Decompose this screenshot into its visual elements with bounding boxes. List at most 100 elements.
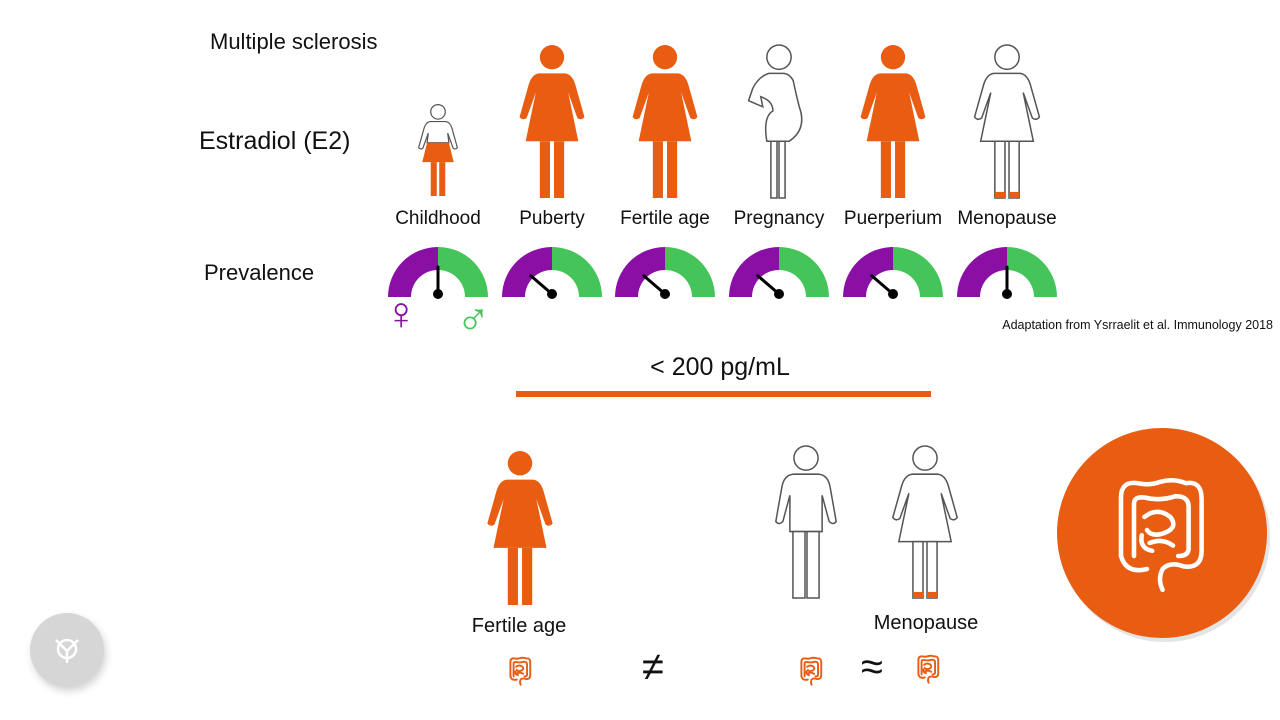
menopause-label: Menopause (873, 612, 979, 634)
figure-childhood (417, 104, 459, 196)
intestine-icon (509, 656, 532, 686)
prevalence-gauge (388, 247, 488, 299)
small-intestine (1139, 509, 1176, 554)
leg (439, 162, 446, 196)
colon-inner (1131, 493, 1191, 559)
foot (912, 591, 923, 598)
figure-pregnancy (747, 44, 803, 199)
figure-man (775, 445, 837, 599)
stage-label: Fertile age (620, 208, 710, 229)
right-leg (1008, 140, 1020, 199)
right-leg (806, 530, 820, 599)
right-leg (895, 141, 906, 198)
head (507, 451, 533, 476)
right-leg (926, 540, 938, 599)
left-leg (652, 141, 663, 198)
skirt (422, 142, 454, 163)
fertile-age-label: Fertile age (471, 615, 567, 637)
gauge-pivot (547, 289, 557, 299)
prevalence-gauge (957, 247, 1057, 299)
estradiol-label: Estradiol (E2) (199, 127, 351, 155)
stage-label: Pregnancy (733, 208, 825, 229)
male-symbol: ♂ (456, 293, 491, 345)
foot (927, 591, 938, 598)
colon (917, 654, 940, 684)
gauge-male-arc (552, 247, 602, 297)
colon-inner (920, 658, 937, 676)
gauge-female-arc (729, 247, 779, 297)
right-leg (554, 141, 565, 198)
figure-puberty (519, 45, 585, 198)
not-equal-sign: ≠ (642, 645, 664, 689)
left-leg (792, 530, 806, 599)
leg (778, 140, 786, 199)
gauge-male-arc (893, 247, 943, 297)
gauge-female-arc (615, 247, 665, 297)
dress (487, 479, 553, 548)
dress (891, 473, 959, 543)
left-leg (539, 141, 550, 198)
colon (800, 656, 823, 686)
leg (430, 162, 437, 196)
logo-button[interactable] (30, 613, 104, 687)
gauge-female-arc (957, 247, 1007, 297)
dress (519, 73, 585, 142)
torso (775, 473, 837, 533)
left-leg (880, 141, 891, 198)
right-leg (667, 141, 678, 198)
head (912, 445, 938, 471)
colon (1118, 477, 1204, 593)
right-leg (522, 547, 533, 605)
left-leg (912, 540, 924, 599)
colon (509, 656, 532, 686)
stage-label: Menopause (957, 208, 1057, 229)
pregnant-body (747, 72, 803, 143)
figure-menopause (891, 445, 959, 599)
small-intestine (922, 662, 933, 675)
prevalence-gauge (729, 247, 829, 299)
gauge-pivot (888, 289, 898, 299)
head (994, 44, 1020, 71)
gauge-male-arc (665, 247, 715, 297)
prevalence-gauge (615, 247, 715, 299)
leg (770, 140, 778, 199)
figure-fertile-age (487, 451, 553, 605)
gauge-female-arc (502, 247, 552, 297)
head (880, 45, 906, 70)
approx-sign: ≈ (861, 645, 883, 689)
citation: Adaptation from Ysrraelit et al. Immunol… (1002, 318, 1273, 332)
figure-menopause (973, 44, 1041, 199)
rectum (917, 673, 926, 679)
head (539, 45, 565, 70)
figure-puerperium (860, 45, 926, 198)
gauge-male-arc (438, 247, 488, 297)
gauge-female-arc (388, 247, 438, 297)
stage-label: Childhood (395, 208, 481, 229)
foot (994, 191, 1005, 198)
rectum (800, 675, 809, 681)
colon-inner (512, 660, 529, 678)
prevalence-gauge (843, 247, 943, 299)
gauge-pivot (774, 289, 784, 299)
dress (632, 73, 698, 142)
rectum (509, 675, 518, 681)
prevalence-label: Prevalence (204, 260, 315, 285)
left-leg (507, 547, 518, 605)
left-leg (994, 140, 1006, 199)
head (793, 445, 819, 471)
small-intestine (514, 664, 525, 677)
figure-fertile-age (632, 45, 698, 198)
head (766, 44, 792, 71)
gauge-male-arc (1007, 247, 1057, 297)
threshold-label: < 200 pg/mL (650, 353, 790, 381)
gauge-pivot (660, 289, 670, 299)
gauge-pivot (433, 289, 443, 299)
intestine-icon (917, 654, 940, 684)
head (430, 104, 446, 120)
dress (860, 73, 926, 142)
dress (973, 72, 1041, 143)
slide-title: Multiple sclerosis (210, 29, 378, 54)
female-symbol: ♀ (384, 287, 419, 339)
intestine-icon (800, 656, 823, 686)
